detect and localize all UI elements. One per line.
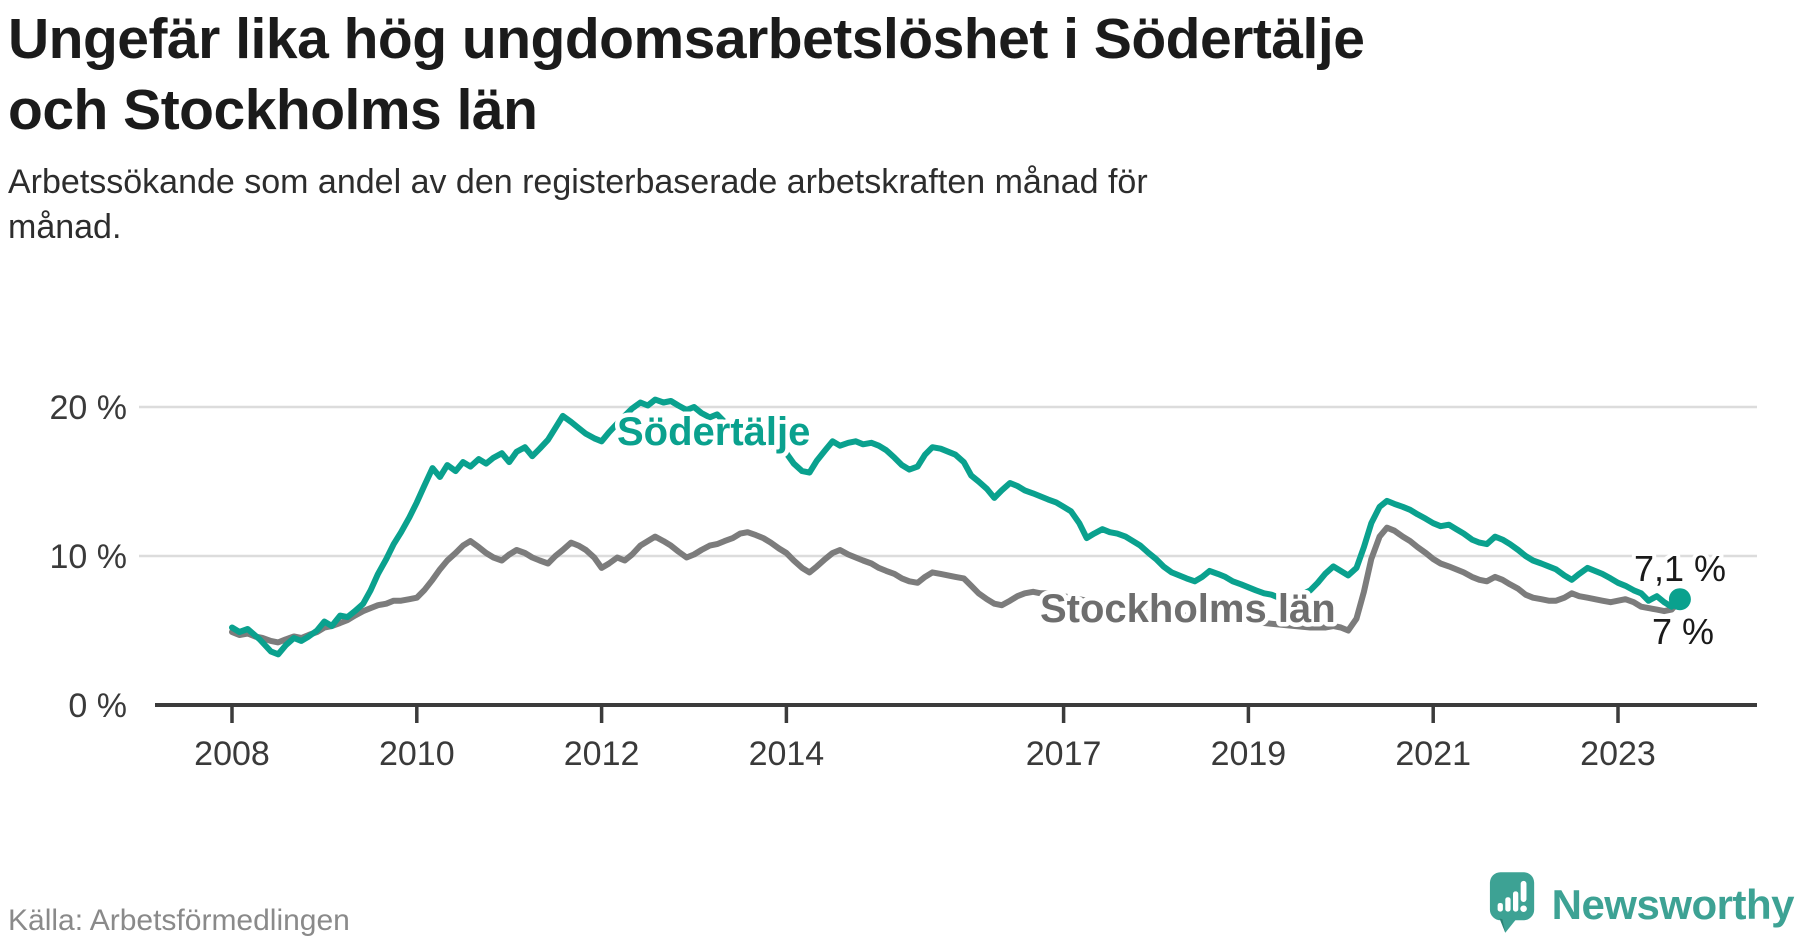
endpoint-dot-sodertalje xyxy=(1668,588,1691,611)
y-tick-label: 10 % xyxy=(50,538,128,576)
series-line-stockholms-lan xyxy=(229,524,1683,646)
x-tick-label: 2014 xyxy=(749,735,825,773)
series-line-sodertalje xyxy=(229,396,1683,658)
series-label-sodertalje: Södertälje xyxy=(617,410,810,454)
y-tick-label: 20 % xyxy=(50,389,128,427)
page-title: Ungefär lika hög ungdomsarbetslöshet i S… xyxy=(8,4,1568,145)
chart-bubble-icon xyxy=(1489,872,1534,933)
x-tick-label: 2010 xyxy=(379,735,455,773)
chart-subtitle-line2: månad. xyxy=(8,208,122,247)
newsworthy-logo: Newsworthy xyxy=(1488,869,1795,940)
x-tick-label: 2023 xyxy=(1580,735,1656,773)
y-tick-label: 0 % xyxy=(68,687,127,725)
page-title-line2: och Stockholms län xyxy=(8,77,538,142)
x-tick-label: 2008 xyxy=(194,735,270,773)
chart-subtitle-line1: Arbetssökande som andel av den registerb… xyxy=(8,163,1148,201)
page-title-line1: Ungefär lika hög ungdomsarbetslöshet i S… xyxy=(8,7,1365,71)
series-label-stockholms-lan: Stockholms län xyxy=(1040,587,1336,631)
x-tick-label: 2012 xyxy=(564,735,640,773)
x-tick-label: 2017 xyxy=(1026,735,1102,773)
chart-subtitle: Arbetssökande som andel av den registerb… xyxy=(8,160,1508,250)
newsworthy-logo-icon xyxy=(1488,869,1538,940)
end-value-label-sodertalje: 7,1 % xyxy=(1634,548,1726,589)
newsworthy-brand-name: Newsworthy xyxy=(1551,880,1795,928)
x-tick-label: 2021 xyxy=(1395,735,1471,773)
end-value-label-stockholms-lan: 7 % xyxy=(1652,611,1714,652)
source-note: Källa: Arbetsförmedlingen xyxy=(8,904,350,937)
x-tick-label: 2019 xyxy=(1211,735,1287,773)
